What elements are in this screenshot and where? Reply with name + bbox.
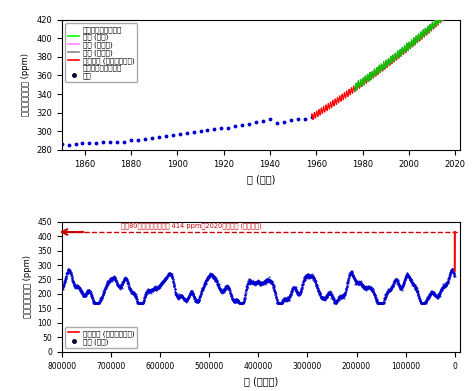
Legend: 月ごとの直接観測値, 日本 (綾里), 日本 (与那国), 日本 (南鳥島), ハワイ島 (マウナロア山), 氷床からの見積もり, 南極: 月ごとの直接観測値, 日本 (綾里), 日本 (与那国), 日本 (南鳥島), … [65, 23, 137, 82]
Legend: ハワイ島 (マウナロア山), 南極 (氷床): ハワイ島 (マウナロア山), 南極 (氷床) [65, 327, 137, 348]
Text: 過去80万年間での最高値 414 ppmを2020年に記録 (ハワイ島): 過去80万年間での最高値 414 ppmを2020年に記録 (ハワイ島) [120, 222, 261, 229]
X-axis label: 年 (西暦): 年 (西暦) [246, 174, 275, 184]
X-axis label: 年 (紀元前): 年 (紀元前) [244, 376, 278, 386]
Y-axis label: 二酸化炭素濃度 (ppm): 二酸化炭素濃度 (ppm) [21, 53, 30, 116]
Y-axis label: 二酸化炭素濃度 (ppm): 二酸化炭素濃度 (ppm) [23, 255, 32, 318]
